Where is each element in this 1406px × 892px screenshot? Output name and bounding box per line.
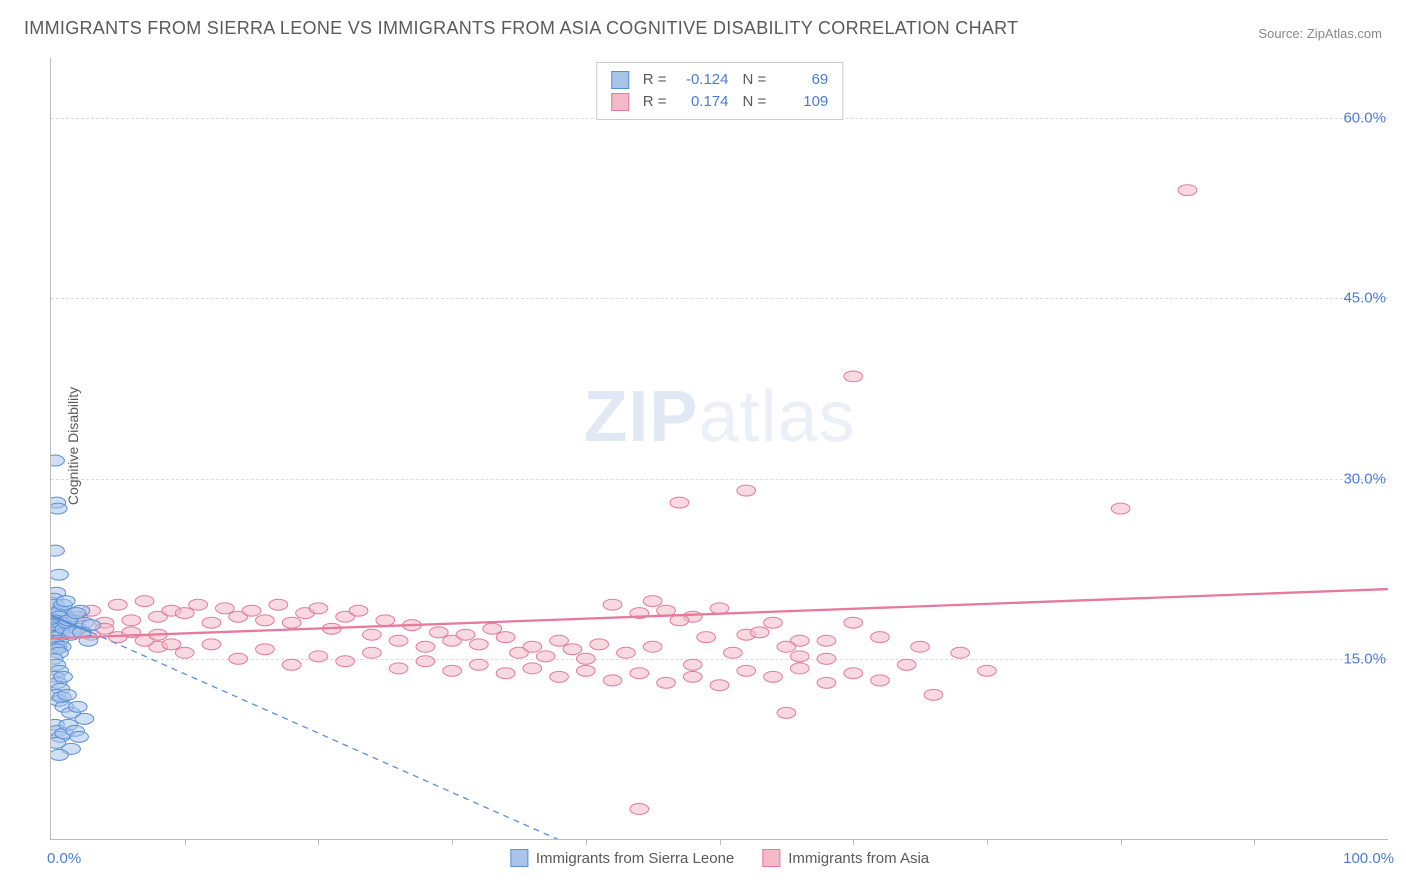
x-tick-mark [318,839,319,845]
trend-lines [51,589,1388,839]
chart-title: IMMIGRANTS FROM SIERRA LEONE VS IMMIGRAN… [24,18,1018,39]
legend-item-b: Immigrants from Asia [762,849,929,867]
legend-row-a: R = -0.124 N = 69 [611,69,829,91]
scatter-points-b [68,185,1196,815]
x-tick-left: 0.0% [47,850,81,867]
legend-row-b: R = 0.174 N = 109 [611,91,829,113]
n-label-b: N = [743,91,767,113]
swatch-bottom-b [762,849,780,867]
x-tick-mark [720,839,721,845]
n-value-a: 69 [780,69,828,91]
series-b-name: Immigrants from Asia [788,850,929,867]
x-tick-mark [185,839,186,845]
source-attribution: Source: ZipAtlas.com [1258,26,1382,41]
x-tick-mark [586,839,587,845]
n-label-a: N = [743,69,767,91]
r-label-a: R = [643,69,667,91]
x-tick-mark [1254,839,1255,845]
legend-item-a: Immigrants from Sierra Leone [510,849,734,867]
r-value-a: -0.124 [681,69,729,91]
r-value-b: 0.174 [681,91,729,113]
swatch-series-b [611,93,629,111]
chart-plot-area: ZIPatlas R = -0.124 N = 69 R = 0.174 N =… [50,58,1388,840]
source-value: ZipAtlas.com [1307,26,1382,41]
source-label: Source: [1258,26,1303,41]
x-tick-right: 100.0% [1343,850,1394,867]
x-tick-mark [452,839,453,845]
x-tick-mark [1121,839,1122,845]
swatch-bottom-a [510,849,528,867]
x-tick-mark [853,839,854,845]
swatch-series-a [611,71,629,89]
series-legend: Immigrants from Sierra Leone Immigrants … [510,849,929,867]
scatter-svg [51,58,1388,839]
x-tick-mark [987,839,988,845]
series-a-name: Immigrants from Sierra Leone [536,850,734,867]
r-label-b: R = [643,91,667,113]
n-value-b: 109 [780,91,828,113]
correlation-legend: R = -0.124 N = 69 R = 0.174 N = 109 [596,62,844,120]
